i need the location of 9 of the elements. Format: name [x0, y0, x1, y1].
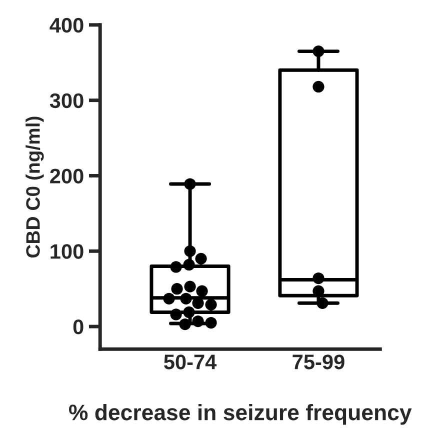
y-tick-label: 400: [50, 18, 84, 33]
x-tick-label: 75-99: [292, 354, 344, 370]
y-tick-label: 200: [50, 168, 84, 184]
x-tick-label: 50-74: [164, 354, 217, 370]
y-tick-label: 0: [73, 320, 84, 334]
y-tick-label: 100: [50, 244, 84, 259]
x-axis-title: % decrease in seizure frequency: [69, 404, 412, 425]
y-axis-title: CBD C0 (ng/ml): [26, 116, 44, 258]
y-tick-label: 300: [50, 93, 84, 108]
